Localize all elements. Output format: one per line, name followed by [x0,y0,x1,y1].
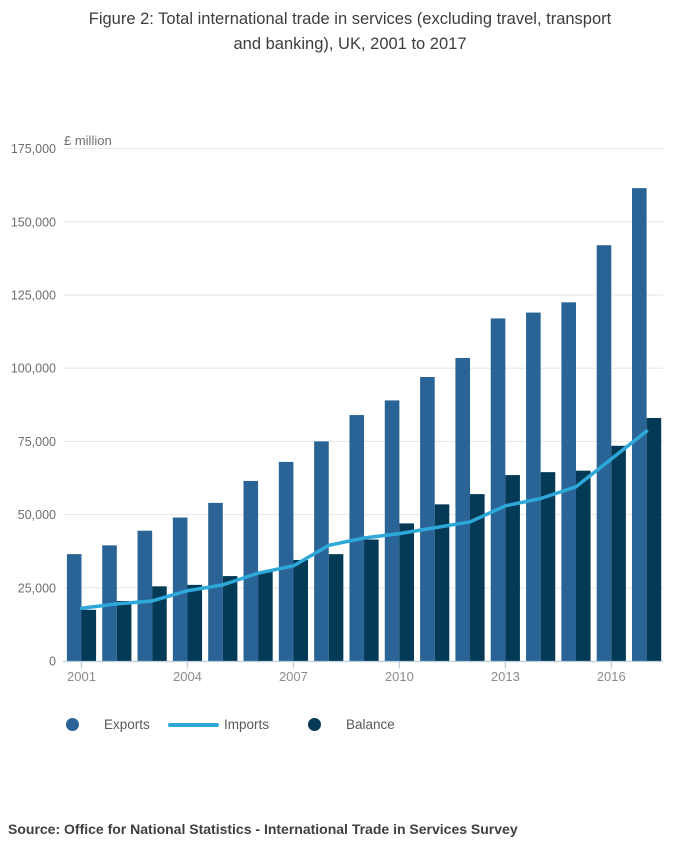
y-axis-tick-label: 50,000 [18,508,56,522]
exports-bar [420,376,435,661]
exports-bar [278,461,294,661]
exports-bar [137,530,153,661]
balance-bar [364,539,379,661]
exports-bar [490,318,506,661]
legend-exports-label: Exports [104,717,150,732]
y-axis-tick-label: 100,000 [11,362,56,376]
y-axis-tick-label: 25,000 [18,581,56,595]
legend-balance-label: Balance [346,717,395,732]
y-axis-unit-label: £ million [64,133,112,148]
legend-balance-marker-icon [308,718,321,731]
exports-bar [66,554,82,661]
balance-bar [646,417,662,661]
balance-bar [611,445,626,661]
exports-bar [632,188,647,662]
balance-bar [222,576,238,661]
figure-title: Figure 2: Total international trade in s… [0,7,700,56]
exports-bar [208,502,223,661]
balance-bar [575,470,591,661]
balance-bar [258,571,273,661]
balance-bar [152,586,167,661]
balance-bar [470,494,485,661]
exports-bar [384,400,400,661]
x-axis-tick-label: 2010 [385,669,414,684]
balance-bar [187,584,203,661]
figure-title-line-2: and banking), UK, 2001 to 2017 [233,34,467,53]
balance-bar [328,554,344,661]
exports-bar [455,357,471,661]
balance-bar [293,559,309,661]
x-axis-tick-label: 2001 [67,669,96,684]
balance-bar [399,523,414,661]
balance-bar [434,504,450,661]
exports-bar [526,312,541,661]
legend-imports-label: Imports [224,717,270,732]
x-axis-tick-label: 2013 [491,669,520,684]
legend-exports-marker-icon [66,718,79,731]
exports-bar [596,245,612,661]
balance-bar [540,472,556,661]
y-axis-tick-label: 75,000 [18,435,56,449]
x-axis-tick-label: 2016 [597,669,626,684]
exports-bar [172,517,188,661]
balance-bar [81,609,97,661]
legend-imports-line-icon [168,722,219,727]
source-note: Source: Office for National Statistics -… [8,821,518,837]
balance-bar [116,600,132,661]
exports-bar [243,480,259,661]
x-axis-tick-label: 2004 [173,669,202,684]
y-axis-tick-label: 150,000 [11,215,56,229]
y-axis-tick-label: 0 [49,655,56,669]
imports-line [79,429,649,611]
balance-bar [505,475,520,661]
figure-title-line-1: Figure 2: Total international trade in s… [88,10,612,28]
exports-bar [561,302,576,661]
y-axis-tick-label: 175,000 [11,142,56,156]
x-axis-tick-label: 2007 [279,669,308,684]
y-axis-tick-label: 125,000 [11,289,56,303]
